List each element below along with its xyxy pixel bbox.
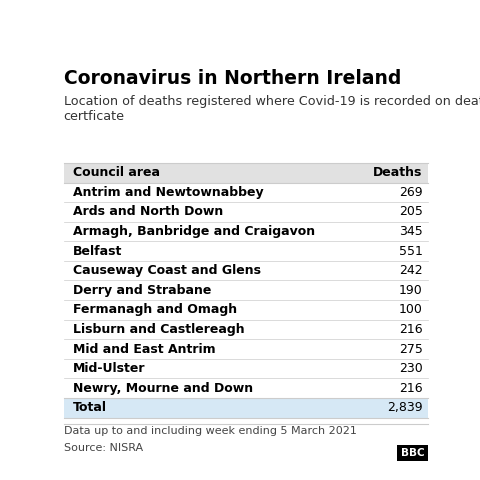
Text: Newry, Mourne and Down: Newry, Mourne and Down [73,382,253,395]
Text: 345: 345 [399,225,423,238]
Text: Fermanagh and Omagh: Fermanagh and Omagh [73,303,237,316]
FancyBboxPatch shape [64,280,428,300]
Text: BBC: BBC [401,448,424,458]
FancyBboxPatch shape [64,222,428,241]
FancyBboxPatch shape [64,261,428,280]
Text: Mid-Ulster: Mid-Ulster [73,362,145,375]
Text: 216: 216 [399,382,423,395]
FancyBboxPatch shape [396,445,428,461]
FancyBboxPatch shape [64,163,428,182]
Text: 242: 242 [399,264,423,277]
FancyBboxPatch shape [64,241,428,261]
Text: Belfast: Belfast [73,245,122,258]
FancyBboxPatch shape [64,359,428,378]
Text: 216: 216 [399,323,423,336]
Text: 2,839: 2,839 [387,401,423,414]
Text: Data up to and including week ending 5 March 2021: Data up to and including week ending 5 M… [64,426,357,436]
Text: Mid and East Antrim: Mid and East Antrim [73,343,216,356]
Text: Council area: Council area [73,166,160,179]
Text: Source: NISRA: Source: NISRA [64,444,143,454]
FancyBboxPatch shape [64,339,428,359]
Text: 230: 230 [399,362,423,375]
FancyBboxPatch shape [64,202,428,222]
Text: Causeway Coast and Glens: Causeway Coast and Glens [73,264,261,277]
Text: Derry and Strabane: Derry and Strabane [73,284,211,297]
FancyBboxPatch shape [64,182,428,202]
Text: 100: 100 [399,303,423,316]
FancyBboxPatch shape [64,300,428,320]
Text: Antrim and Newtownabbey: Antrim and Newtownabbey [73,186,264,199]
Text: 190: 190 [399,284,423,297]
FancyBboxPatch shape [64,320,428,339]
Text: 205: 205 [399,205,423,218]
Text: Total: Total [73,401,107,414]
Text: Location of deaths registered where Covid-19 is recorded on death
certficate: Location of deaths registered where Covi… [64,96,480,123]
Text: Ards and North Down: Ards and North Down [73,205,223,218]
Text: Armagh, Banbridge and Craigavon: Armagh, Banbridge and Craigavon [73,225,315,238]
Text: 551: 551 [399,245,423,258]
Text: 275: 275 [399,343,423,356]
Text: Deaths: Deaths [373,166,423,179]
FancyBboxPatch shape [64,398,428,418]
FancyBboxPatch shape [64,378,428,398]
Text: 269: 269 [399,186,423,199]
Text: Coronavirus in Northern Ireland: Coronavirus in Northern Ireland [64,69,401,88]
Text: Lisburn and Castlereagh: Lisburn and Castlereagh [73,323,245,336]
